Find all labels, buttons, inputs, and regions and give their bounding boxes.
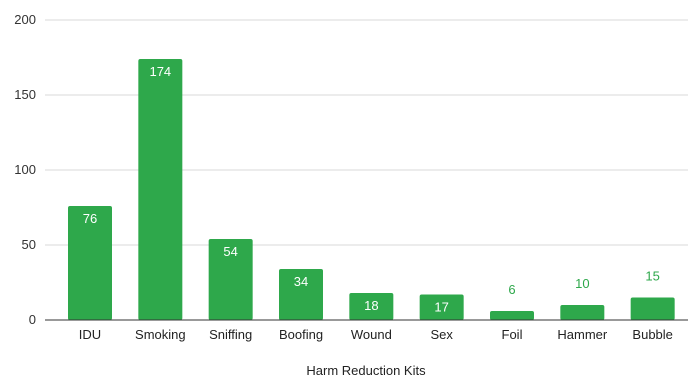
category-label-smoking: Smoking — [135, 327, 186, 342]
bar-idu — [68, 206, 112, 320]
category-label-sex: Sex — [430, 327, 453, 342]
bar-sniffing — [208, 239, 253, 320]
bar-foil — [490, 311, 534, 320]
data-label-foil: 6 — [508, 282, 515, 297]
data-label-smoking: 174 — [149, 64, 171, 79]
data-label-sniffing: 54 — [223, 244, 237, 259]
category-label-boofing: Boofing — [279, 327, 323, 342]
data-label-boofing: 34 — [294, 274, 308, 289]
data-label-bubble: 15 — [645, 269, 659, 284]
bar-smoking — [138, 59, 183, 320]
data-label-hammer: 10 — [575, 276, 589, 291]
bars — [68, 59, 675, 320]
data-label-sex: 17 — [434, 300, 448, 315]
x-axis-title: Harm Reduction Kits — [306, 363, 426, 378]
y-tick-label: 0 — [29, 312, 36, 327]
y-tick-label: 150 — [14, 87, 36, 102]
bar-hammer — [560, 305, 605, 320]
data-labels: 76 174 54 34 18 17 6 10 15 — [83, 64, 660, 315]
category-label-bubble: Bubble — [632, 327, 672, 342]
y-tick-label: 50 — [22, 237, 36, 252]
x-axis-categories: IDU Smoking Sniffing Boofing Wound Sex Foil Ham… — [79, 327, 673, 342]
data-label-wound: 18 — [364, 298, 378, 313]
category-label-wound: Wound — [351, 327, 392, 342]
y-tick-label: 200 — [14, 12, 36, 27]
bar-bubble — [630, 297, 675, 320]
data-label-idu: 76 — [83, 211, 97, 226]
category-label-foil: Foil — [502, 327, 523, 342]
bar-sex — [419, 294, 464, 320]
category-label-idu: IDU — [79, 327, 101, 342]
category-label-hammer: Hammer — [557, 327, 608, 342]
category-label-sniffing: Sniffing — [209, 327, 252, 342]
bar-wound — [349, 293, 394, 320]
y-tick-label: 100 — [14, 162, 36, 177]
bar-boofing — [279, 269, 323, 320]
y-axis-ticks: 0 50 100 150 200 — [14, 12, 36, 327]
